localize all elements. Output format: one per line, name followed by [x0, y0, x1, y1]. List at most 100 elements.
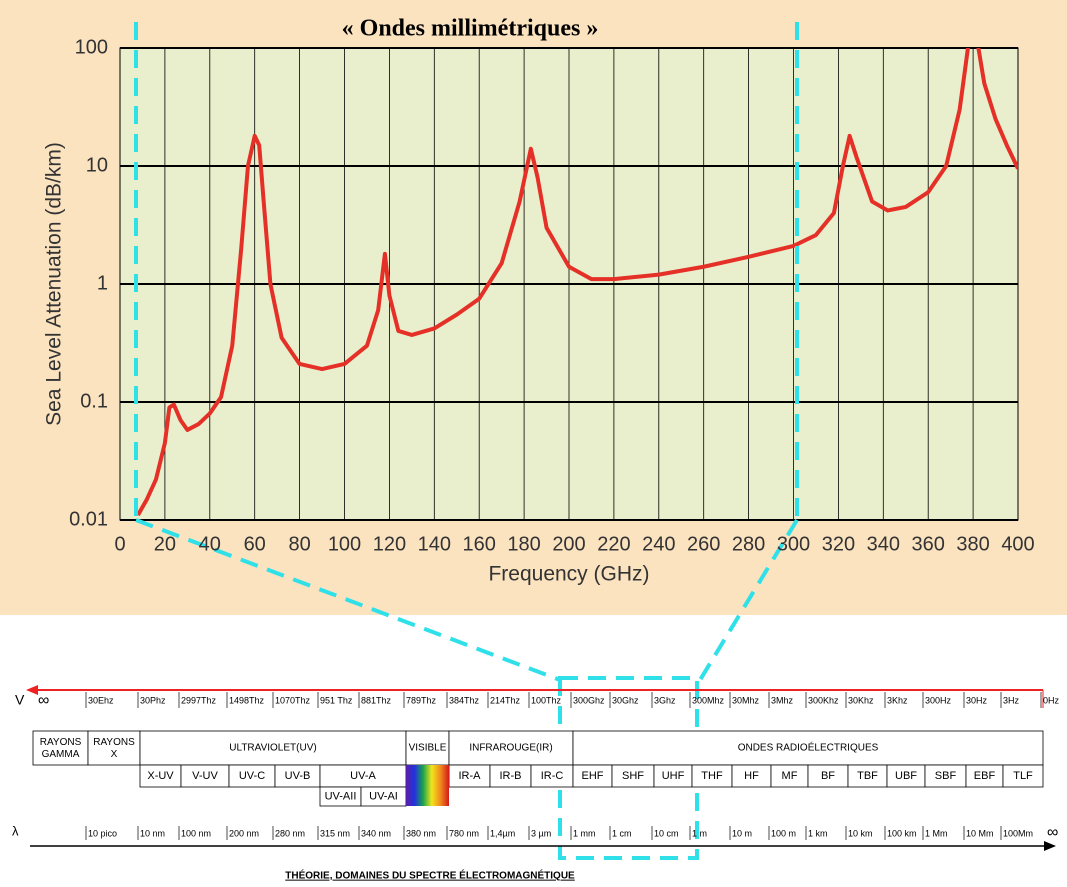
x-tick-label: 300 [777, 533, 810, 555]
domain-label: VISIBLE [409, 743, 447, 754]
wavelength-label: 10 nm [140, 828, 165, 838]
x-tick-label: 240 [642, 533, 675, 555]
band-label: EHF [582, 770, 604, 782]
infinity-left: ∞ [38, 692, 49, 709]
band-label: HF [744, 770, 759, 782]
frequency-label: 30Ehz [88, 695, 114, 705]
frequency-label: 789Thz [406, 695, 437, 705]
frequency-symbol: V [15, 692, 25, 708]
y-tick-label: 0.01 [69, 508, 108, 530]
x-tick-label: 60 [244, 533, 266, 555]
wavelength-label: 100Mm [1003, 828, 1033, 838]
band-label: UV-B [285, 770, 311, 782]
x-tick-label: 220 [597, 533, 630, 555]
frequency-label: 881Thz [361, 695, 392, 705]
band-label: MF [782, 770, 798, 782]
wavelength-label: 340 nm [361, 828, 391, 838]
frequency-label: 3Khz [887, 695, 908, 705]
y-tick-label: 10 [86, 154, 108, 176]
domain-label: RAYONS GAMMA [40, 737, 82, 760]
wavelength-label: 100 km [887, 828, 917, 838]
wavelength-label: 315 nm [320, 828, 350, 838]
uva-band-label: UV-AI [369, 790, 398, 802]
band-label: UHF [662, 770, 685, 782]
x-tick-label: 340 [867, 533, 900, 555]
band-label: SHF [622, 770, 644, 782]
x-tick-label: 260 [687, 533, 720, 555]
infinity-right: ∞ [1047, 824, 1058, 841]
domain-label: ONDES RADIOÉLECTRIQUES [738, 741, 879, 754]
wavelength-label: 10 m [732, 828, 752, 838]
frequency-label: 3Mhz [771, 695, 794, 705]
wavelength-label: 1 km [808, 828, 828, 838]
frequency-label: 1498Thz [229, 695, 265, 705]
band-label: UBF [895, 770, 917, 782]
frequency-label: 3Hz [1003, 695, 1020, 705]
frequency-label: 30Mhz [732, 695, 760, 705]
caption: THÉORIE, DOMAINES DU SPECTRE ÉLECTROMAGN… [285, 869, 575, 882]
x-tick-label: 40 [199, 533, 221, 555]
domain-label-cell [448, 730, 574, 766]
x-axis-label: Frequency (GHz) [488, 563, 649, 586]
frequency-label: 3Ghz [654, 695, 676, 705]
x-tick-label: 280 [732, 533, 765, 555]
x-tick-label: 400 [1001, 533, 1034, 555]
frequency-label: 951 Thz [320, 695, 353, 705]
x-tick-label: 200 [552, 533, 585, 555]
domain-label-cell [405, 730, 450, 766]
wavelength-label: 10 Mm [966, 828, 994, 838]
wavelength-label: 780 nm [449, 828, 479, 838]
wavelength-label: 200 nm [229, 828, 259, 838]
frequency-label: 30Hz [966, 695, 988, 705]
chart-title: « Ondes millimétriques » [342, 16, 599, 42]
frequency-label: 30Phz [140, 695, 166, 705]
band-label: UV-A [350, 770, 376, 782]
frequency-label: 300Ghz [573, 695, 605, 705]
wavelength-label: 10 km [848, 828, 873, 838]
frequency-label: 0Hz [1043, 695, 1060, 705]
frequency-arrow [26, 685, 38, 695]
band-label: TLF [1013, 770, 1033, 782]
x-tick-label: 20 [154, 533, 176, 555]
visible-rainbow [406, 765, 449, 806]
wavelength-label: 10 cm [654, 828, 679, 838]
x-tick-label: 100 [328, 533, 361, 555]
y-axis-label: Sea Level Attenuation (dB/km) [43, 142, 66, 426]
wavelength-label: 280 nm [275, 828, 305, 838]
uva-band-label: UV-AII [325, 790, 357, 802]
wavelength-symbol: λ [12, 823, 19, 838]
domain-cell [32, 730, 89, 766]
band-label: EBF [974, 770, 996, 782]
frequency-label: 100Thz [531, 695, 562, 705]
frequency-label: 30Ghz [612, 695, 639, 705]
frequency-label: 30Khz [848, 695, 874, 705]
wavelength-label: 1,4µm [490, 828, 515, 838]
domain-label: RAYONS X [93, 737, 135, 760]
x-tick-label: 80 [288, 533, 310, 555]
x-tick-label: 320 [822, 533, 855, 555]
y-tick-label: 1 [97, 272, 108, 294]
band-label: UV-C [239, 770, 265, 782]
frequency-label: 2997Thz [181, 695, 217, 705]
band-label: X-UV [147, 770, 174, 782]
wavelength-label: 100 nm [181, 828, 211, 838]
wavelength-label: 10 pico [88, 828, 117, 838]
wavelength-label: 1 Mm [925, 828, 948, 838]
x-tick-label: 0 [114, 533, 125, 555]
domain-label-cell [139, 730, 407, 766]
x-tick-label: 140 [418, 533, 451, 555]
band-label-cell [1002, 764, 1044, 788]
band-label: SBF [935, 770, 957, 782]
y-tick-label: 100 [75, 36, 108, 58]
band-label: IR-A [459, 770, 482, 782]
x-tick-label: 160 [463, 533, 496, 555]
band-label: IR-C [541, 770, 564, 782]
wavelength-label: 100 m [771, 828, 796, 838]
domain-label-cell [572, 730, 1044, 766]
band-label: BF [821, 770, 835, 782]
frequency-label: 214Thz [490, 695, 521, 705]
wavelength-label: 1 mm [573, 828, 596, 838]
x-tick-label: 120 [373, 533, 406, 555]
frequency-label: 300Hz [925, 695, 952, 705]
